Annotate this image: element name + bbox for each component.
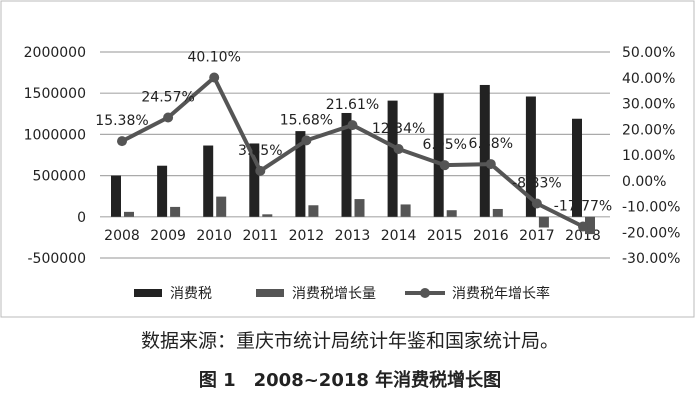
bar-consumption-tax-growth	[170, 206, 181, 217]
data-label: -17.77%	[554, 199, 612, 215]
x-axis-tick: 2010	[196, 228, 232, 244]
data-label: 24.57%	[141, 89, 194, 105]
bar-consumption-tax	[249, 143, 260, 217]
right-axis-tick: -10.00%	[622, 200, 680, 216]
data-label: 15.68%	[280, 112, 333, 128]
x-axis-tick: 2009	[150, 228, 186, 244]
bar-consumption-tax	[341, 112, 352, 217]
line-point	[117, 136, 127, 147]
data-label: 21.61%	[326, 97, 379, 113]
line-point	[209, 72, 220, 83]
line-point	[301, 135, 312, 146]
bar-consumption-tax	[433, 93, 444, 217]
x-axis-tick: 2008	[104, 228, 140, 244]
bar-consumption-tax-growth	[308, 205, 319, 217]
legend-swatch-consumption-tax	[134, 289, 162, 297]
chart-border	[0, 0, 695, 318]
right-axis-tick: 30.00%	[622, 97, 675, 113]
bar-consumption-tax	[479, 84, 490, 217]
x-axis-tick: 2013	[335, 228, 371, 244]
right-axis-tick: -20.00%	[622, 225, 680, 241]
bar-consumption-tax	[111, 175, 121, 217]
right-axis-tick: 0.00%	[622, 174, 666, 190]
chart: -500000 0 500000 1000000 1500000 2000000 -30.0…	[0, 0, 695, 318]
legend-marker-rate	[420, 288, 430, 298]
source-note: 数据来源：重庆市统计局统计年鉴和国家统计局。	[140, 330, 559, 352]
bar-consumption-tax-growth	[216, 196, 227, 217]
line-point	[393, 143, 404, 154]
x-axis-tick: 2014	[381, 228, 417, 244]
data-label: 40.10%	[188, 49, 241, 65]
bar-consumption-tax-growth	[400, 204, 411, 217]
left-axis-tick: 1500000	[24, 86, 86, 102]
data-label: 3.85%	[238, 143, 282, 159]
bar-consumption-tax	[157, 165, 168, 217]
bar-consumption-tax	[295, 131, 306, 217]
data-label: 6.48%	[469, 136, 513, 152]
line-point	[531, 198, 542, 209]
line-point	[347, 120, 358, 131]
line-point	[163, 112, 174, 123]
x-axis-tick: 2012	[289, 228, 325, 244]
right-axis-tick: 40.00%	[622, 71, 675, 87]
x-axis-tick: 2015	[427, 228, 463, 244]
bar-consumption-tax	[203, 145, 214, 217]
right-axis-tick: -30.00%	[622, 251, 680, 267]
line-point	[578, 221, 588, 232]
left-axis-tick: 0	[77, 210, 86, 226]
data-label: 12.34%	[372, 121, 425, 137]
bar-consumption-tax-growth	[354, 199, 365, 217]
bar-consumption-tax	[387, 100, 398, 217]
x-axis-tick: 2016	[473, 228, 509, 244]
bar-consumption-tax	[525, 96, 536, 217]
bar-consumption-tax-growth	[262, 214, 273, 217]
left-axis-tick: 500000	[33, 169, 86, 185]
bar-consumption-tax	[572, 118, 582, 217]
x-axis-tick: 2017	[519, 228, 555, 244]
x-axis-tick: 2011	[242, 228, 278, 244]
bar-consumption-tax-growth	[124, 211, 134, 217]
line-point	[485, 159, 496, 170]
bar-consumption-tax-growth	[538, 216, 549, 228]
right-axis-tick: 20.00%	[622, 122, 675, 138]
legend-label: 消费税年增长率	[452, 285, 550, 302]
line-point	[255, 165, 266, 176]
legend-label: 消费税增长量	[292, 286, 376, 302]
data-label: 15.38%	[95, 113, 148, 129]
left-axis-tick: 2000000	[24, 45, 86, 61]
line-point	[439, 160, 450, 171]
right-axis-tick: 50.00%	[622, 45, 675, 61]
bar-consumption-tax-growth	[585, 216, 595, 235]
left-axis-tick: 1000000	[24, 127, 86, 143]
legend-swatch-growth	[256, 289, 284, 297]
legend-label: 消费税	[170, 286, 212, 302]
bar-consumption-tax-growth	[492, 208, 503, 217]
bar-consumption-tax-growth	[446, 210, 457, 217]
data-label: 6.05%	[422, 137, 466, 153]
figure-caption: 图 1 2008~2018 年消费税增长图	[198, 370, 502, 391]
data-label: -8.83%	[512, 175, 562, 191]
left-axis-tick: -500000	[28, 251, 87, 267]
right-axis-tick: 10.00%	[622, 148, 675, 164]
